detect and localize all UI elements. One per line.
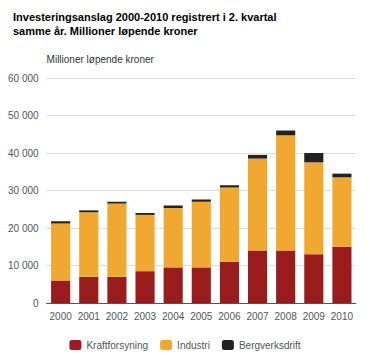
svg-text:2008: 2008 [275,311,298,322]
svg-text:Millioner løpende kroner: Millioner løpende kroner [47,54,155,65]
svg-text:2010: 2010 [331,311,354,322]
svg-text:50 000: 50 000 [8,110,39,121]
svg-text:2005: 2005 [190,311,213,322]
svg-text:30 000: 30 000 [8,185,39,196]
svg-text:2007: 2007 [246,311,269,322]
svg-text:Bergverksdrift: Bergverksdrift [239,340,301,351]
svg-text:Kraftforsyning: Kraftforsyning [86,340,148,351]
svg-text:samme år. Millioner løpende kr: samme år. Millioner løpende kroner [13,25,198,37]
svg-text:10 000: 10 000 [8,260,39,271]
svg-text:0: 0 [33,298,39,309]
svg-text:Investeringsanslag 2000-2010 r: Investeringsanslag 2000-2010 registrert … [13,11,277,23]
svg-text:2004: 2004 [162,311,185,322]
svg-text:20 000: 20 000 [8,223,39,234]
svg-text:2000: 2000 [50,311,73,322]
svg-text:40 000: 40 000 [8,148,39,159]
svg-text:Industri: Industri [177,340,210,351]
svg-text:2002: 2002 [106,311,129,322]
svg-text:2006: 2006 [218,311,241,322]
svg-text:2003: 2003 [134,311,157,322]
svg-text:2009: 2009 [303,311,326,322]
svg-text:60 000: 60 000 [8,73,39,84]
svg-text:2001: 2001 [78,311,101,322]
